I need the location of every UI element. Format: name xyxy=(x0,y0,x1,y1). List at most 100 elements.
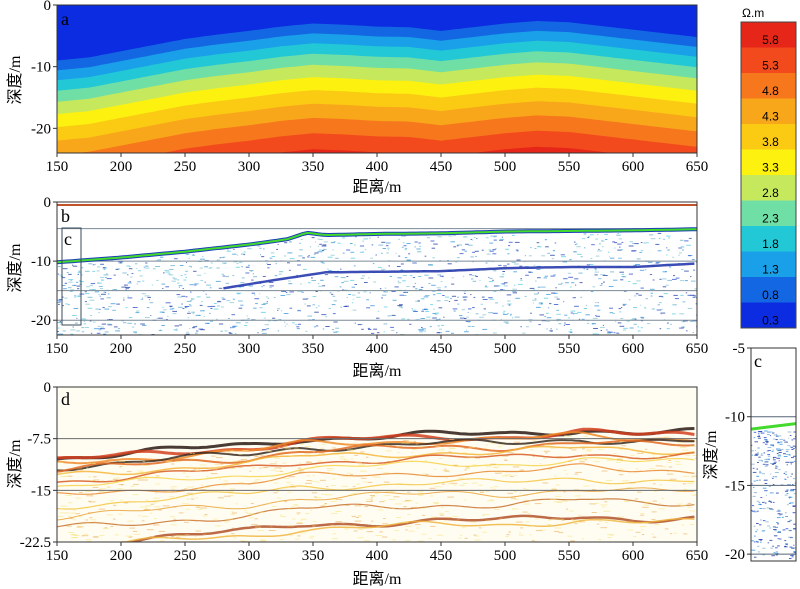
panel-c-speckle xyxy=(772,501,775,503)
panel-b-speckle xyxy=(211,305,216,307)
panel-d-texture xyxy=(485,491,490,492)
panel-d-texture xyxy=(155,492,158,494)
panel-b-speckle xyxy=(502,273,505,275)
panel-b-speckle xyxy=(679,327,684,329)
panel-b-speckle xyxy=(351,294,356,296)
panel-d-texture xyxy=(249,513,256,515)
panel-d-texture xyxy=(615,461,621,463)
panel-d-texture xyxy=(247,512,254,514)
panel-b-speckle xyxy=(510,315,512,317)
panel-b-speckle xyxy=(62,277,66,279)
panel-b-speckle xyxy=(377,236,379,238)
panel-b-speckle xyxy=(366,307,370,309)
panel-b-speckle xyxy=(144,317,150,318)
panel-d-texture xyxy=(201,467,209,469)
panel-b-speckle xyxy=(379,288,382,290)
panel-b-speckle xyxy=(357,292,360,294)
panel-b-speckle xyxy=(77,288,80,290)
panel-0-x-tick-label: 150 xyxy=(46,159,69,175)
panel-b-speckle xyxy=(297,290,303,292)
panel-c-speckle xyxy=(756,479,759,481)
panel-b-speckle xyxy=(136,283,138,285)
panel-b-speckle xyxy=(406,286,410,287)
panel-d-texture xyxy=(524,489,530,491)
panel-d-texture xyxy=(534,503,542,505)
panel-b-speckle xyxy=(619,271,624,273)
panel-b-speckle xyxy=(228,332,231,334)
panel-b-speckle xyxy=(450,297,452,299)
panel-c-speckle xyxy=(783,472,786,474)
panel-d-texture xyxy=(332,533,337,535)
panel-b-speckle xyxy=(652,279,655,281)
panel-c-speckle xyxy=(789,546,793,548)
panel-b-speckle xyxy=(464,318,467,319)
panel-d-texture xyxy=(677,444,681,446)
panel-b-speckle xyxy=(317,283,320,285)
panel-d-texture xyxy=(396,446,399,448)
panel-b-speckle xyxy=(383,331,385,333)
panel-b-speckle xyxy=(181,295,186,297)
panel-d-texture xyxy=(522,511,528,513)
panel-b-speckle xyxy=(600,326,605,328)
panel-d-texture xyxy=(341,485,349,487)
panel-b-speckle xyxy=(541,286,546,288)
panel-b-speckle xyxy=(251,292,255,294)
panel-d-texture xyxy=(185,519,190,521)
panel-c-speckle xyxy=(778,469,781,471)
panel-b-speckle xyxy=(89,289,94,291)
panel-0-x-tick-label: 200 xyxy=(110,159,133,175)
panel-b-speckle xyxy=(424,295,430,297)
panel-b-speckle xyxy=(134,323,136,325)
panel-d-texture xyxy=(143,476,149,478)
panel-b-speckle xyxy=(622,303,627,305)
panel-b-speckle xyxy=(388,265,390,267)
panel-b-speckle xyxy=(346,276,349,277)
panel-c-speckle xyxy=(764,458,768,460)
panel-d-texture xyxy=(298,462,302,464)
panel-b-speckle xyxy=(616,234,621,236)
panel-d-texture xyxy=(305,482,312,484)
panel-b-speckle xyxy=(436,332,441,334)
panel-b-speckle xyxy=(333,241,336,243)
panel-b-speckle xyxy=(359,251,363,253)
panel-d-wiggle-band xyxy=(57,445,695,476)
panel-b-speckle xyxy=(364,249,367,251)
panel-b-speckle xyxy=(637,330,641,332)
panel-b-speckle xyxy=(332,313,336,315)
panel-b-speckle xyxy=(191,298,195,300)
panel-b-speckle xyxy=(641,317,645,319)
panel-d-texture xyxy=(661,498,665,499)
panel-d-texture xyxy=(190,498,195,500)
panel-d-texture xyxy=(453,464,458,466)
panel-c-speckle xyxy=(761,460,764,462)
panel-b-speckle xyxy=(668,249,671,251)
panel-c-speckle xyxy=(792,512,796,514)
panel-b-speckle xyxy=(368,329,372,330)
panel-b-speckle xyxy=(536,269,541,270)
panel-b-speckle xyxy=(673,275,676,277)
panel-c-speckle xyxy=(757,545,760,547)
panel-b-speckle xyxy=(680,294,684,296)
panel-d-texture xyxy=(678,471,682,472)
panel-d-texture xyxy=(507,452,514,454)
panel-b-speckle xyxy=(376,332,380,334)
panel-b-speckle xyxy=(401,246,404,248)
panel-b-speckle xyxy=(57,322,62,323)
panel-b-speckle xyxy=(465,243,469,245)
panel-b-speckle xyxy=(515,249,519,251)
panel-b-speckle xyxy=(597,309,601,311)
panel-c-speckle xyxy=(770,547,774,549)
panel-1-x-tick-label: 600 xyxy=(622,341,645,357)
panel-d-texture xyxy=(171,463,175,465)
panel-c-speckle xyxy=(751,483,753,485)
panel-d-texture xyxy=(396,483,402,484)
panel-b-speckle xyxy=(306,298,309,299)
panel-b-speckle xyxy=(245,266,250,268)
panel-d-texture xyxy=(435,446,441,448)
panel-c-speckle xyxy=(762,487,767,489)
panel-b-speckle xyxy=(93,328,99,330)
panel-d-texture xyxy=(430,525,436,527)
panel-d-texture xyxy=(120,465,124,467)
panel-d-texture xyxy=(555,484,560,486)
panel-d-texture xyxy=(407,491,411,493)
